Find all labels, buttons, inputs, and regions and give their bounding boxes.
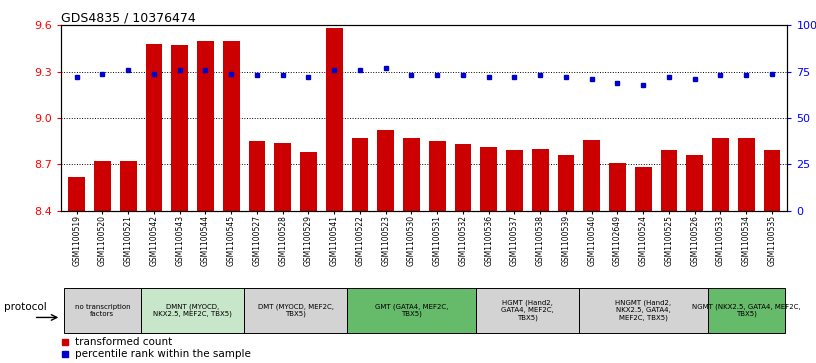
Bar bbox=[686, 155, 703, 211]
Text: HNGMT (Hand2,
NKX2.5, GATA4,
MEF2C, TBX5): HNGMT (Hand2, NKX2.5, GATA4, MEF2C, TBX5… bbox=[615, 300, 672, 321]
Bar bbox=[712, 138, 729, 211]
Text: GDS4835 / 10376474: GDS4835 / 10376474 bbox=[61, 11, 196, 24]
Bar bbox=[249, 141, 265, 211]
Text: HGMT (Hand2,
GATA4, MEF2C,
TBX5): HGMT (Hand2, GATA4, MEF2C, TBX5) bbox=[501, 300, 554, 321]
Bar bbox=[223, 41, 240, 211]
Bar bbox=[557, 155, 574, 211]
Bar bbox=[532, 149, 548, 211]
Bar bbox=[94, 161, 111, 211]
Bar bbox=[145, 44, 162, 211]
Bar bbox=[69, 177, 85, 211]
Bar bbox=[707, 288, 785, 333]
Bar bbox=[738, 138, 755, 211]
Bar bbox=[481, 147, 497, 211]
Bar bbox=[171, 45, 188, 211]
Bar bbox=[506, 150, 523, 211]
Text: percentile rank within the sample: percentile rank within the sample bbox=[75, 349, 251, 359]
Bar bbox=[300, 152, 317, 211]
Text: NGMT (NKX2.5, GATA4, MEF2C,
TBX5): NGMT (NKX2.5, GATA4, MEF2C, TBX5) bbox=[692, 303, 800, 317]
Text: DMT (MYOCD, MEF2C,
TBX5): DMT (MYOCD, MEF2C, TBX5) bbox=[258, 303, 334, 317]
Bar bbox=[141, 288, 244, 333]
Bar bbox=[579, 288, 707, 333]
Bar bbox=[635, 167, 652, 211]
Bar bbox=[403, 138, 419, 211]
Bar bbox=[197, 41, 214, 211]
Text: protocol: protocol bbox=[4, 302, 47, 312]
Bar bbox=[609, 163, 626, 211]
Text: DMNT (MYOCD,
NKX2.5, MEF2C, TBX5): DMNT (MYOCD, NKX2.5, MEF2C, TBX5) bbox=[153, 303, 232, 317]
Bar bbox=[476, 288, 579, 333]
Text: no transcription
factors: no transcription factors bbox=[74, 304, 131, 317]
Bar bbox=[64, 288, 141, 333]
Bar bbox=[120, 161, 136, 211]
Bar bbox=[326, 28, 343, 211]
Bar bbox=[455, 144, 472, 211]
Bar bbox=[347, 288, 476, 333]
Bar bbox=[661, 150, 677, 211]
Bar bbox=[274, 143, 291, 211]
Bar bbox=[764, 150, 780, 211]
Bar bbox=[244, 288, 347, 333]
Bar bbox=[429, 141, 446, 211]
Bar bbox=[352, 138, 368, 211]
Text: GMT (GATA4, MEF2C,
TBX5): GMT (GATA4, MEF2C, TBX5) bbox=[375, 303, 448, 317]
Text: transformed count: transformed count bbox=[75, 337, 173, 347]
Bar bbox=[377, 130, 394, 211]
Bar bbox=[583, 140, 600, 211]
